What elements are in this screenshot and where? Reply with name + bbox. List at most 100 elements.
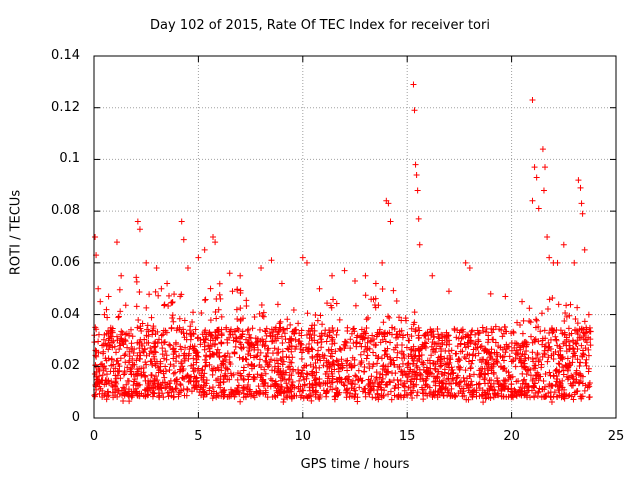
- data-point: [540, 187, 547, 194]
- data-point: [245, 361, 252, 368]
- data-point: [209, 351, 216, 358]
- data-point: [449, 366, 456, 373]
- data-point: [487, 383, 494, 390]
- data-point: [529, 356, 536, 363]
- data-point: [290, 306, 297, 313]
- data-point: [396, 328, 403, 335]
- data-point: [517, 389, 524, 396]
- data-point: [537, 328, 544, 335]
- data-point: [384, 345, 391, 352]
- data-point: [274, 301, 281, 308]
- data-point: [500, 393, 507, 400]
- data-point: [379, 259, 386, 266]
- data-point: [556, 368, 563, 375]
- data-point: [281, 388, 288, 395]
- y-tick-label: 0.14: [51, 48, 80, 63]
- data-point: [341, 338, 348, 345]
- data-point: [313, 352, 320, 359]
- data-point: [117, 342, 124, 349]
- data-point: [128, 340, 135, 347]
- data-point: [224, 366, 231, 373]
- data-point: [391, 361, 398, 368]
- data-point: [440, 377, 447, 384]
- data-point: [278, 357, 285, 364]
- data-point: [468, 378, 475, 385]
- data-point: [137, 352, 144, 359]
- data-point: [237, 305, 244, 312]
- data-point: [577, 184, 584, 191]
- data-point: [232, 334, 239, 341]
- data-point: [284, 325, 291, 332]
- data-point: [404, 374, 411, 381]
- data-point: [412, 326, 419, 333]
- data-point: [143, 332, 150, 339]
- data-point: [287, 386, 294, 393]
- data-point: [279, 361, 286, 368]
- data-point: [482, 328, 489, 335]
- data-point: [462, 259, 469, 266]
- data-point: [177, 382, 184, 389]
- data-point: [395, 384, 402, 391]
- data-point: [243, 303, 250, 310]
- data-point: [383, 381, 390, 388]
- data-point: [454, 374, 461, 381]
- data-point: [560, 371, 567, 378]
- data-point: [410, 357, 417, 364]
- data-point: [512, 350, 519, 357]
- data-point: [123, 381, 130, 388]
- data-point: [289, 368, 296, 375]
- data-point: [361, 364, 368, 371]
- data-point: [513, 347, 520, 354]
- data-point: [394, 354, 401, 361]
- data-point: [514, 319, 521, 326]
- data-point: [557, 382, 564, 389]
- data-point: [396, 314, 403, 321]
- data-point: [560, 241, 567, 248]
- data-point: [429, 393, 436, 400]
- data-point: [191, 347, 198, 354]
- data-point: [133, 390, 140, 397]
- data-point: [412, 371, 419, 378]
- data-point: [144, 322, 151, 329]
- data-point: [251, 376, 258, 383]
- data-point: [261, 366, 268, 373]
- data-point: [577, 359, 584, 366]
- data-point: [128, 371, 135, 378]
- data-point: [269, 332, 276, 339]
- data-point: [323, 357, 330, 364]
- data-point: [129, 333, 136, 340]
- data-point: [316, 353, 323, 360]
- data-point: [259, 312, 266, 319]
- data-point: [438, 362, 445, 369]
- data-point: [578, 342, 585, 349]
- data-point: [122, 359, 129, 366]
- data-point: [316, 394, 323, 401]
- data-point: [201, 370, 208, 377]
- data-point: [387, 339, 394, 346]
- y-tick-label: 0.04: [51, 306, 80, 322]
- data-point: [124, 364, 131, 371]
- data-point: [432, 382, 439, 389]
- data-point: [387, 354, 394, 361]
- data-point: [331, 366, 338, 373]
- data-point: [434, 358, 441, 365]
- data-point: [474, 344, 481, 351]
- data-point: [585, 352, 592, 359]
- data-point: [553, 336, 560, 343]
- data-point: [576, 363, 583, 370]
- data-point: [494, 359, 501, 366]
- data-point: [316, 285, 323, 292]
- data-point: [207, 317, 214, 324]
- data-point: [493, 351, 500, 358]
- data-point: [349, 381, 356, 388]
- data-point: [224, 350, 231, 357]
- data-point: [237, 398, 244, 405]
- data-point: [583, 362, 590, 369]
- data-point: [381, 333, 388, 340]
- data-point: [262, 357, 269, 364]
- data-point: [353, 343, 360, 350]
- data-point: [245, 376, 252, 383]
- data-point: [166, 292, 173, 299]
- data-point: [192, 382, 199, 389]
- data-point: [524, 394, 531, 401]
